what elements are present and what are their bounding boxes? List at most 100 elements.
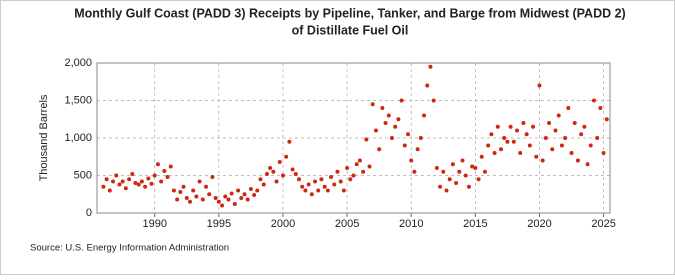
point — [588, 143, 593, 148]
point — [434, 166, 439, 170]
point — [470, 164, 475, 169]
point — [258, 177, 263, 182]
point — [325, 188, 330, 193]
point — [316, 188, 321, 193]
point — [389, 136, 394, 140]
point — [171, 188, 176, 193]
point — [531, 124, 536, 129]
point — [255, 188, 260, 193]
point — [213, 196, 218, 200]
point — [111, 179, 116, 184]
point — [361, 169, 366, 174]
point — [146, 176, 151, 181]
point — [187, 199, 192, 204]
x-tick-label: 2005 — [335, 218, 359, 230]
point — [409, 158, 414, 163]
point — [200, 197, 205, 202]
point — [313, 179, 318, 184]
point — [502, 136, 507, 140]
point — [306, 182, 311, 187]
point — [127, 177, 132, 182]
point — [476, 177, 481, 182]
point — [521, 121, 526, 125]
point — [518, 151, 523, 155]
point — [492, 151, 497, 155]
point — [566, 106, 571, 110]
point — [479, 154, 484, 159]
point — [149, 181, 154, 186]
y-tick-label: 500 — [74, 169, 92, 181]
plot-area — [96, 62, 611, 214]
point — [136, 182, 141, 187]
point — [498, 147, 503, 152]
point — [123, 186, 128, 191]
point — [117, 182, 122, 187]
point — [537, 83, 542, 88]
point — [486, 143, 491, 148]
point — [309, 192, 314, 197]
point — [264, 172, 269, 176]
point — [248, 187, 253, 191]
point — [386, 113, 391, 118]
point — [431, 98, 436, 103]
point — [569, 151, 574, 155]
point — [595, 136, 600, 140]
point — [162, 169, 167, 173]
x-tick-label: 1995 — [207, 218, 231, 230]
point — [524, 132, 529, 137]
point — [120, 179, 125, 184]
point — [341, 188, 346, 193]
point — [130, 172, 135, 176]
point — [482, 169, 487, 174]
point — [107, 188, 112, 193]
x-tick-label: 2025 — [591, 218, 615, 230]
point — [296, 177, 301, 182]
point — [579, 132, 584, 137]
point — [441, 169, 446, 174]
point — [303, 188, 308, 193]
point — [351, 173, 356, 178]
point — [466, 184, 471, 189]
point — [242, 192, 247, 197]
point — [252, 193, 257, 197]
point — [284, 154, 289, 159]
point — [184, 196, 189, 200]
point — [101, 184, 106, 189]
point — [165, 175, 170, 179]
point — [357, 158, 362, 163]
point — [300, 184, 305, 189]
point — [280, 173, 285, 178]
point — [428, 64, 433, 69]
point — [175, 197, 180, 202]
point — [450, 162, 455, 167]
point — [290, 167, 295, 172]
point — [287, 139, 292, 144]
point — [332, 182, 337, 187]
point — [559, 143, 564, 148]
point — [155, 162, 160, 167]
point — [204, 184, 209, 189]
point — [454, 181, 459, 185]
point — [457, 169, 462, 174]
point — [543, 136, 548, 140]
point — [582, 124, 587, 129]
point — [383, 121, 388, 125]
point — [425, 83, 430, 88]
point — [322, 184, 327, 189]
point — [393, 124, 398, 129]
point — [444, 188, 449, 193]
point — [572, 121, 577, 125]
point — [220, 203, 225, 208]
point — [601, 151, 606, 155]
point — [463, 173, 468, 178]
point — [473, 166, 478, 170]
point — [216, 199, 221, 204]
point — [399, 98, 404, 103]
point — [418, 136, 423, 140]
point — [370, 102, 375, 107]
point — [373, 128, 378, 133]
point — [236, 188, 241, 193]
point — [505, 139, 510, 144]
point — [277, 160, 282, 164]
